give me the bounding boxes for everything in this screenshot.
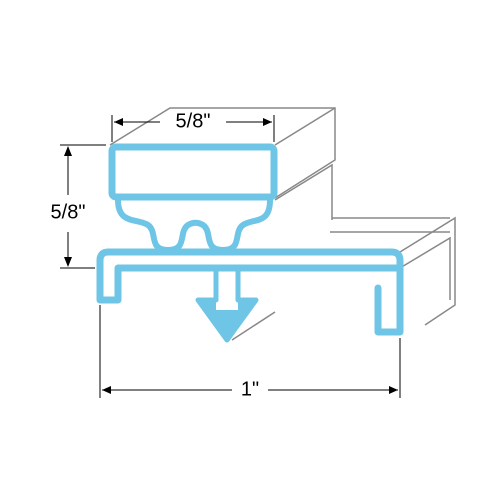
profile-diagram: 5/8" 5/8" 1" — [0, 0, 500, 500]
dim-left-height: 5/8" — [51, 145, 106, 268]
gasket-profile — [100, 147, 400, 340]
dim-top-width-label: 5/8" — [176, 110, 211, 132]
dim-top-width: 5/8" — [112, 110, 274, 142]
dim-bottom-width-label: 1" — [241, 378, 259, 400]
dim-left-height-label: 5/8" — [51, 201, 86, 223]
dim-bottom-width: 1" — [100, 305, 400, 400]
